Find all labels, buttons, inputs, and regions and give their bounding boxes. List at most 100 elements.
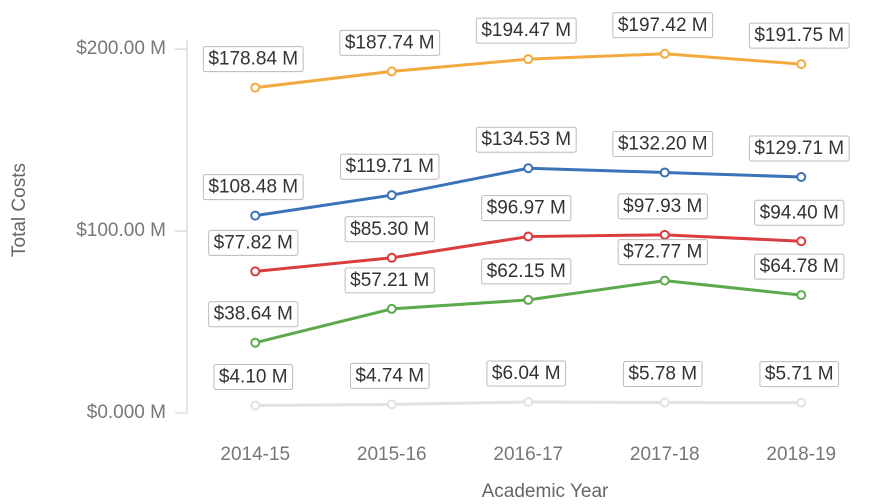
data-label-text: $85.30 M: [350, 219, 429, 240]
x-tick-label: 2014-15: [220, 444, 290, 465]
data-label: $57.21 M: [344, 267, 435, 294]
x-axis-title: Academic Year: [482, 481, 609, 502]
data-label-text: $6.04 M: [492, 363, 561, 384]
data-label: $5.78 M: [622, 360, 703, 387]
data-label: $6.04 M: [486, 360, 567, 387]
data-label-box: [617, 239, 708, 266]
data-point: [659, 275, 670, 286]
data-point: [386, 252, 397, 263]
data-label-box: [759, 361, 840, 388]
data-label-box: [486, 360, 567, 387]
data-label: $197.42 M: [612, 12, 714, 39]
data-label: $64.78 M: [754, 253, 845, 280]
data-label-text: $64.78 M: [760, 256, 839, 277]
data-label: $119.71 M: [340, 153, 440, 180]
y-tick-label: $100.00 M: [76, 220, 166, 241]
data-point: [386, 190, 397, 201]
data-label: $38.64 M: [208, 301, 299, 328]
data-label: $178.84 M: [202, 46, 304, 73]
data-point: [250, 266, 261, 277]
data-point: [659, 229, 670, 240]
data-label-text: $108.48 M: [208, 177, 298, 198]
data-label-box: [344, 267, 435, 294]
data-point: [796, 171, 807, 182]
data-label-box: [339, 29, 441, 56]
data-label-text: $197.42 M: [618, 15, 708, 36]
data-point: [659, 48, 670, 59]
data-point: [250, 337, 261, 348]
data-label-box: [754, 253, 845, 280]
data-label-box: [344, 216, 435, 243]
data-label-box: [481, 258, 572, 285]
data-label-text: $97.93 M: [623, 196, 702, 217]
data-point: [523, 231, 534, 242]
data-label-text: $187.74 M: [345, 32, 435, 53]
data-point: [659, 397, 670, 408]
data-label-text: $132.20 M: [618, 133, 708, 154]
data-point: [523, 397, 534, 408]
data-label: $97.93 M: [617, 193, 708, 220]
data-label-box: [349, 362, 430, 389]
data-label: $85.30 M: [344, 216, 435, 243]
data-label-box: [202, 174, 304, 201]
data-point: [250, 400, 261, 411]
data-label-text: $191.75 M: [754, 25, 844, 46]
data-label: $134.53 M: [475, 126, 577, 153]
data-label: $187.74 M: [339, 29, 441, 56]
data-label: $62.15 M: [481, 258, 572, 285]
data-label-box: [748, 135, 850, 162]
data-label: $4.10 M: [213, 364, 294, 391]
y-tick-label: $0.000 M: [87, 402, 166, 423]
data-label: $132.20 M: [612, 130, 714, 157]
data-label-text: $94.40 M: [760, 202, 839, 223]
data-label-box: [208, 301, 299, 328]
x-tick-label: 2017-18: [630, 444, 700, 465]
data-label-text: $178.84 M: [208, 49, 298, 70]
data-label: $96.97 M: [481, 195, 572, 222]
data-label-box: [475, 126, 577, 153]
data-label-text: $5.71 M: [765, 364, 834, 385]
data-point: [386, 399, 397, 410]
data-point: [250, 210, 261, 221]
data-label-box: [202, 46, 304, 73]
x-tick-label: 2015-16: [357, 444, 427, 465]
series-line: [254, 279, 802, 345]
data-point: [523, 54, 534, 65]
data-label-text: $77.82 M: [214, 232, 293, 253]
data-label-text: $134.53 M: [481, 129, 571, 150]
data-label-box: [208, 229, 299, 256]
data-point: [523, 163, 534, 174]
data-label-box: [475, 17, 577, 44]
x-tick-label: 2018-19: [766, 444, 836, 465]
data-label-text: $5.78 M: [628, 363, 697, 384]
data-label: $4.74 M: [349, 362, 430, 389]
data-label-box: [481, 195, 572, 222]
data-label-text: $119.71 M: [346, 156, 434, 177]
data-label: $129.71 M: [748, 135, 850, 162]
data-label-text: $129.71 M: [754, 138, 844, 159]
data-label-box: [748, 22, 850, 49]
data-point: [250, 82, 261, 93]
data-label-text: $72.77 M: [623, 242, 702, 263]
data-label-box: [617, 193, 708, 220]
data-label-box: [340, 153, 440, 180]
data-point: [796, 236, 807, 247]
data-point: [796, 59, 807, 70]
data-label-box: [754, 199, 845, 226]
data-label-text: $96.97 M: [487, 198, 566, 219]
data-point: [796, 397, 807, 408]
data-label: $108.48 M: [202, 174, 304, 201]
data-label-text: $38.64 M: [214, 304, 293, 325]
data-label: $94.40 M: [754, 199, 845, 226]
data-label-text: $194.47 M: [481, 20, 571, 41]
y-tick-label: $200.00 M: [76, 38, 166, 59]
data-label-text: $57.21 M: [350, 270, 429, 291]
data-point: [523, 294, 534, 305]
data-label-box: [622, 360, 703, 387]
data-point: [796, 290, 807, 301]
data-label-box: [213, 364, 294, 391]
data-label-box: [612, 12, 714, 39]
data-label: $77.82 M: [208, 229, 299, 256]
data-label-box: [612, 130, 714, 157]
